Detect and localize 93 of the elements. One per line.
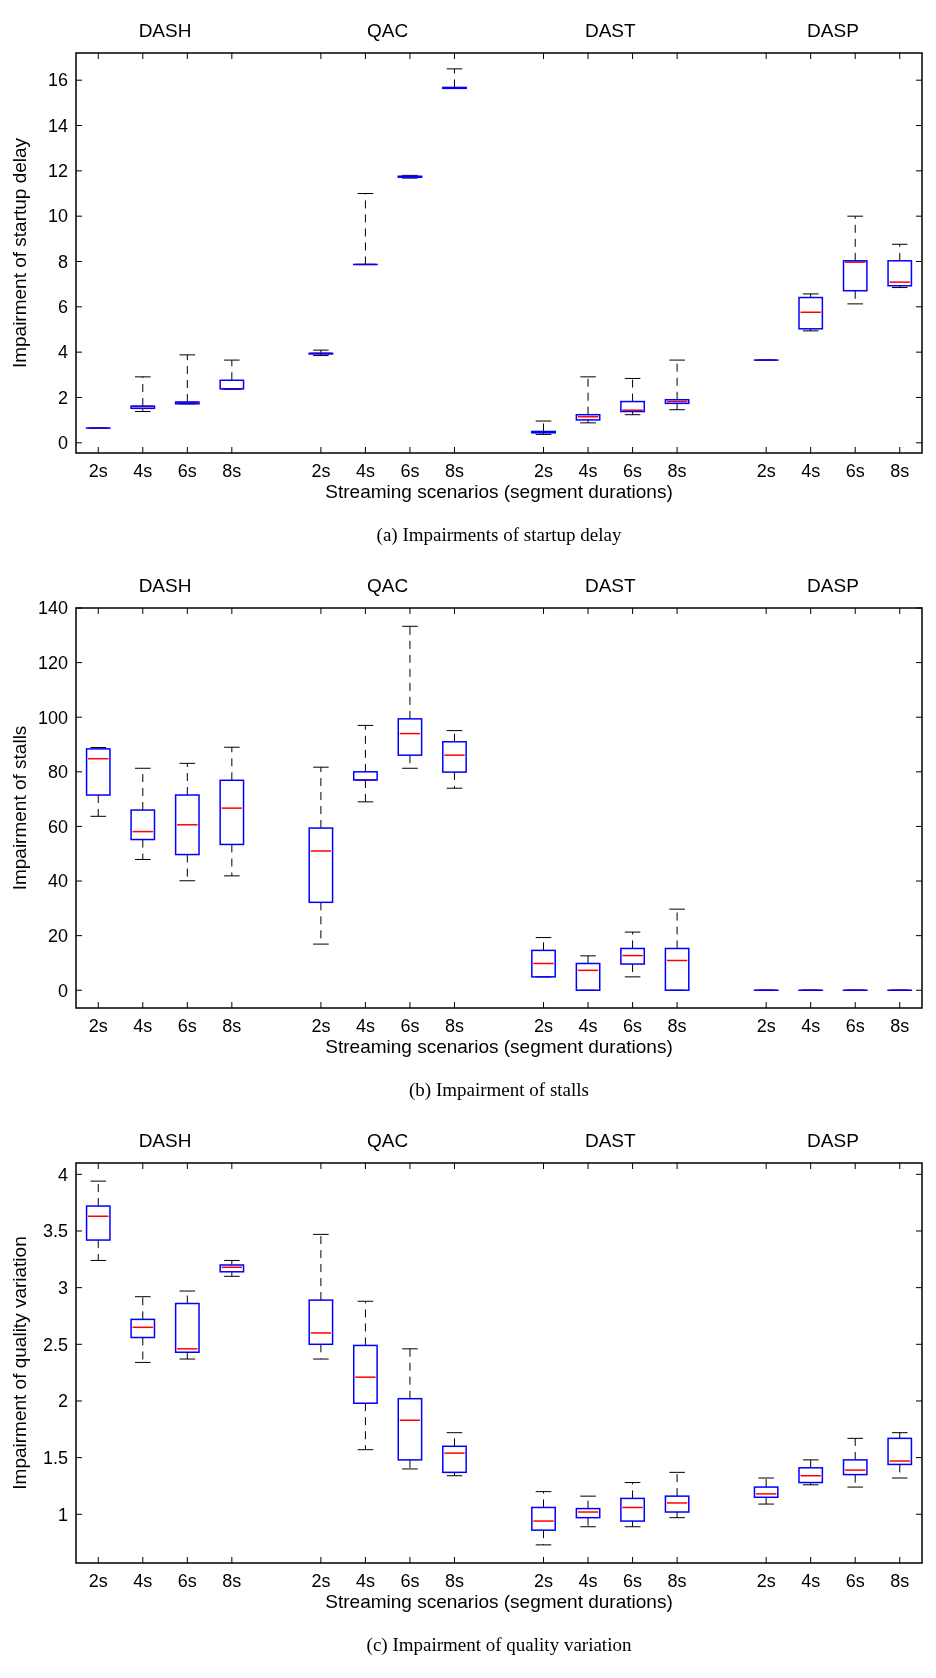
text: DASP	[807, 575, 859, 596]
x-tick-label: 8s	[890, 1571, 910, 1591]
x-tick-label: 6s	[177, 1571, 197, 1591]
x-tick-label: 6s	[400, 461, 420, 481]
x-axis-title: Streaming scenarios (segment durations)	[325, 1591, 673, 1612]
x-tick-label: 6s	[177, 461, 197, 481]
x-tick-label: 4s	[801, 461, 821, 481]
x-tick-label: 8s	[667, 1016, 687, 1036]
y-tick-label: 14	[47, 115, 68, 136]
x-tick-label: 2s	[756, 1571, 776, 1591]
x-tick-label: 6s	[400, 1571, 420, 1591]
x-tick-label: 2s	[88, 1016, 108, 1036]
y-tick-label: 10	[47, 206, 68, 227]
x-axis-title: Streaming scenarios (segment durations)	[325, 1036, 673, 1057]
text: QAC	[367, 1130, 409, 1151]
text: DASH	[138, 575, 192, 596]
x-tick-label: 2s	[534, 1016, 554, 1036]
y-axis-title: Impairment of stalls	[9, 725, 30, 891]
x-tick-label: 4s	[133, 1571, 153, 1591]
y-tick-label: 2	[57, 1391, 68, 1412]
text: DAST	[584, 1130, 637, 1151]
y-tick-label: 0	[57, 980, 68, 1001]
y-tick-label: 2.5	[42, 1334, 68, 1355]
y-tick-label: 16	[47, 70, 68, 91]
y-tick-label: 4	[57, 342, 68, 363]
x-tick-label: 4s	[801, 1571, 821, 1591]
x-tick-label: 8s	[222, 461, 242, 481]
y-tick-label: 100	[37, 707, 68, 728]
x-tick-label: 4s	[578, 461, 598, 481]
y-tick-label: 1	[57, 1504, 68, 1525]
x-tick-label: 4s	[133, 1016, 153, 1036]
x-tick-label: 6s	[177, 1016, 197, 1036]
x-tick-label: 2s	[88, 1571, 108, 1591]
x-tick-label: 8s	[667, 461, 687, 481]
y-tick-label: 120	[37, 652, 68, 673]
x-axis-title: Streaming scenarios (segment durations)	[325, 481, 673, 502]
text: DASP	[807, 20, 859, 41]
text: DASH	[138, 1130, 192, 1151]
text: QAC	[367, 575, 409, 596]
x-tick-label: 2s	[311, 1016, 331, 1036]
x-tick-label: 6s	[623, 1571, 643, 1591]
text: DASP	[807, 1130, 859, 1151]
x-tick-label: 8s	[444, 1571, 464, 1591]
x-tick-label: 8s	[890, 1016, 910, 1036]
y-tick-label: 140	[37, 598, 68, 619]
y-tick-label: 6	[57, 297, 68, 318]
x-tick-label: 8s	[667, 1571, 687, 1591]
x-tick-label: 8s	[222, 1016, 242, 1036]
y-tick-label: 3.5	[42, 1221, 68, 1242]
text: QAC	[367, 20, 409, 41]
text: (b) Impairment of stalls	[409, 1079, 589, 1101]
x-tick-label: 2s	[534, 1571, 554, 1591]
y-axis-title: Impairment of quality variation	[9, 1236, 30, 1490]
y-tick-label: 20	[47, 925, 68, 946]
x-tick-label: 6s	[400, 1016, 420, 1036]
text: (c) Impairment of quality variation	[366, 1634, 632, 1656]
x-tick-label: 6s	[623, 1016, 643, 1036]
y-tick-label: 12	[47, 161, 68, 182]
text: DASH	[138, 20, 192, 41]
x-tick-label: 8s	[222, 1571, 242, 1591]
x-tick-label: 6s	[623, 461, 643, 481]
x-tick-label: 8s	[890, 461, 910, 481]
x-tick-label: 4s	[578, 1571, 598, 1591]
x-tick-label: 2s	[534, 461, 554, 481]
text: (a) Impairments of startup delay	[376, 524, 622, 546]
text: DAST	[584, 575, 637, 596]
x-tick-label: 2s	[311, 461, 331, 481]
x-tick-label: 4s	[355, 461, 375, 481]
x-tick-label: 4s	[355, 1016, 375, 1036]
x-tick-label: 4s	[801, 1016, 821, 1036]
y-tick-label: 0	[57, 433, 68, 454]
x-tick-label: 2s	[756, 1016, 776, 1036]
y-tick-label: 1.5	[42, 1447, 68, 1468]
y-tick-label: 40	[47, 871, 68, 892]
x-tick-label: 2s	[756, 461, 776, 481]
y-axis-title: Impairment of startup delay	[9, 137, 30, 369]
y-tick-label: 80	[47, 762, 68, 783]
x-tick-label: 4s	[133, 461, 153, 481]
y-tick-label: 60	[47, 816, 68, 837]
x-tick-label: 2s	[311, 1571, 331, 1591]
text: DAST	[584, 20, 637, 41]
y-tick-label: 8	[57, 251, 68, 272]
x-tick-label: 4s	[578, 1016, 598, 1036]
x-tick-label: 6s	[845, 461, 865, 481]
x-tick-label: 8s	[444, 461, 464, 481]
y-tick-label: 4	[57, 1164, 68, 1185]
x-tick-label: 6s	[845, 1571, 865, 1591]
x-tick-label: 2s	[88, 461, 108, 481]
y-tick-label: 3	[57, 1277, 68, 1298]
x-tick-label: 8s	[444, 1016, 464, 1036]
y-tick-label: 2	[57, 387, 68, 408]
x-tick-label: 6s	[845, 1016, 865, 1036]
x-tick-label: 4s	[355, 1571, 375, 1591]
